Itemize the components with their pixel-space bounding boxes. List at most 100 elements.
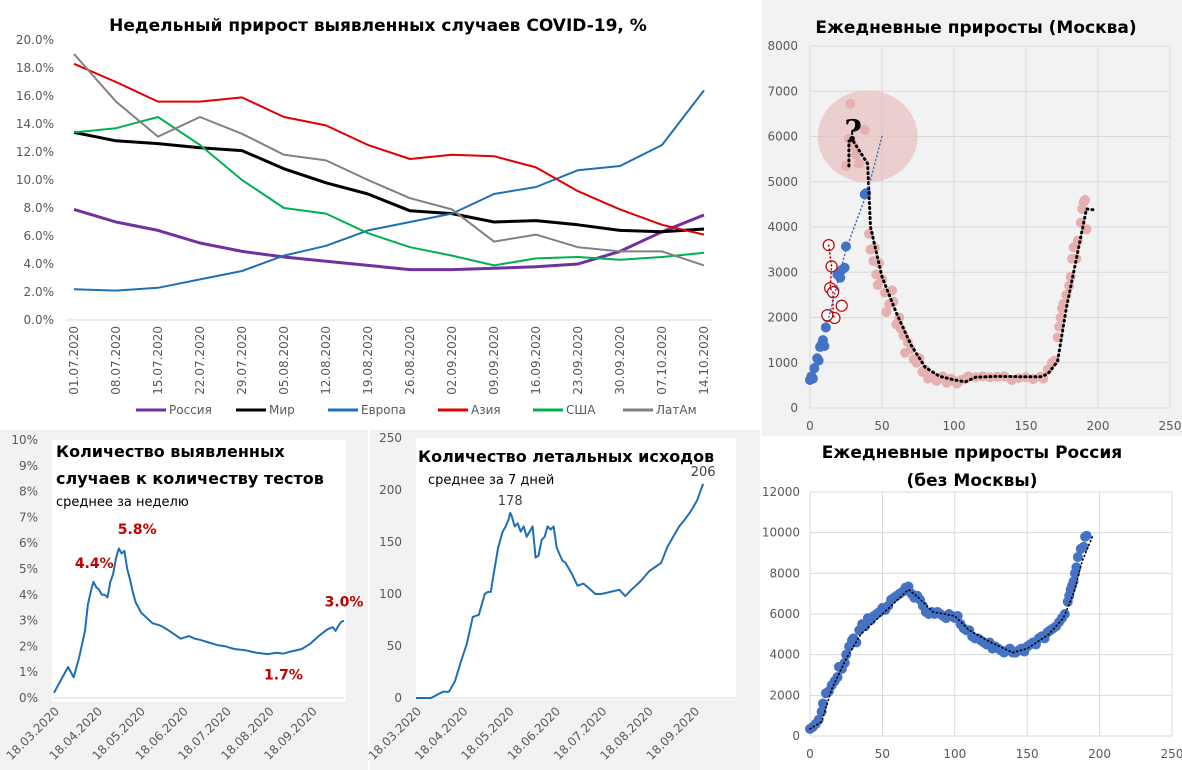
data-point xyxy=(807,373,818,384)
y-tick-label: 4000 xyxy=(767,220,798,234)
y-tick-label: 0 xyxy=(792,729,800,743)
data-point xyxy=(1072,552,1083,563)
data-label: 3.0% xyxy=(325,595,364,611)
y-tick-label: 10% xyxy=(11,433,38,447)
x-tick-label: 0 xyxy=(806,747,814,761)
data-point xyxy=(1059,609,1070,619)
series-line-ЛатАм xyxy=(73,53,705,267)
y-tick-label: 8000 xyxy=(769,566,800,580)
x-tick-label: 14.10.2020 xyxy=(697,326,711,395)
y-tick-label: 0% xyxy=(19,691,38,705)
x-tick-label: 19.08.2020 xyxy=(361,326,375,395)
data-point xyxy=(813,355,824,366)
y-tick-label: 2000 xyxy=(769,688,800,702)
series-line xyxy=(53,547,345,694)
chart-title: Количество летальных исходов xyxy=(418,447,714,466)
data-label: 5.8% xyxy=(118,522,157,538)
x-tick-label: 0 xyxy=(806,419,814,433)
y-tick-label: 4% xyxy=(19,588,38,602)
legend-item: Европа xyxy=(328,403,406,417)
y-tick-label: 10000 xyxy=(762,526,800,540)
x-tick-label: 200 xyxy=(1088,747,1111,761)
y-tick-label: 16.0% xyxy=(16,89,54,103)
data-point xyxy=(841,649,852,660)
russia-daily-chart: Ежедневные приросты Россия (без Москвы) … xyxy=(762,443,1182,761)
plot-area xyxy=(416,438,736,700)
x-tick-label: 05.08.2020 xyxy=(277,326,291,395)
legend-label: Азия xyxy=(471,403,501,417)
x-tick-label: 01.07.2020 xyxy=(67,326,81,395)
y-tick-label: 2.0% xyxy=(24,285,55,299)
x-tick-label: 08.07.2020 xyxy=(109,326,123,395)
y-tick-label: 10.0% xyxy=(16,173,54,187)
data-point xyxy=(820,322,831,333)
x-tick-label: 150 xyxy=(1016,747,1039,761)
y-tick-label: 8.0% xyxy=(24,201,55,215)
question-mark-annotation: ? xyxy=(844,114,862,149)
y-tick-label: 2000 xyxy=(767,311,798,325)
chart-subtitle: среднее за 7 дней xyxy=(428,473,554,488)
y-tick-label: 12000 xyxy=(762,485,800,499)
y-tick-label: 18.0% xyxy=(16,61,54,75)
data-point xyxy=(952,611,963,622)
data-point xyxy=(1075,217,1086,228)
data-point xyxy=(859,124,870,135)
chart-title-line1: Количество выявленных xyxy=(56,442,285,461)
x-tick-label: 15.07.2020 xyxy=(151,326,165,395)
highlight-circle xyxy=(817,90,918,183)
data-label: 4.4% xyxy=(75,556,114,572)
y-tick-label: 50 xyxy=(387,639,402,653)
series-line-Мир xyxy=(73,130,705,234)
chart-title-line1: Ежедневные приросты Россия xyxy=(822,443,1122,463)
data-point xyxy=(839,262,850,273)
legend-label: Европа xyxy=(361,403,406,417)
y-tick-label: 4.0% xyxy=(24,257,55,271)
deaths-chart: Количество летальных исходов среднее за … xyxy=(366,431,736,763)
deaths-chart-panel: Количество летальных исходов среднее за … xyxy=(366,430,760,770)
weekly-growth-chart-panel: Недельный прирост выявленных случаев COV… xyxy=(0,0,760,430)
data-point xyxy=(809,363,820,374)
chart-title-line2: (без Москвы) xyxy=(906,471,1037,491)
chart-title: Ежедневные приросты (Москва) xyxy=(815,18,1136,38)
legend-label: Мир xyxy=(269,403,295,417)
trend-early-line xyxy=(827,135,883,319)
legend-item: ЛатАм xyxy=(623,403,697,417)
data-point xyxy=(841,160,851,171)
data-point xyxy=(819,341,830,352)
data-point xyxy=(1049,355,1060,366)
y-tick-label: 100 xyxy=(379,587,402,601)
y-tick-label: 0 xyxy=(394,691,402,705)
y-tick-label: 6000 xyxy=(767,130,798,144)
y-tick-label: 20.0% xyxy=(16,33,54,47)
legend-item: Мир xyxy=(236,403,295,417)
data-point xyxy=(835,272,846,283)
trend-line xyxy=(809,535,1094,730)
y-tick-label: 4000 xyxy=(769,648,800,662)
x-tick-label: 250 xyxy=(1161,747,1182,761)
series-line-Европа xyxy=(73,89,705,292)
y-tick-label: 0.0% xyxy=(24,313,55,327)
weekly-growth-chart: Недельный прирост выявленных случаев COV… xyxy=(16,16,712,417)
legend-item: США xyxy=(533,403,596,417)
x-tick-label: 02.09.2020 xyxy=(445,326,459,395)
x-tick-label: 09.09.2020 xyxy=(487,326,501,395)
data-label: 178 xyxy=(498,494,523,509)
y-tick-label: 8% xyxy=(19,485,38,499)
x-tick-label: 29.07.2020 xyxy=(235,326,249,395)
legend-item: Россия xyxy=(136,403,212,417)
series-line-Азия xyxy=(73,62,705,236)
moscow-daily-chart: Ежедневные приросты (Москва) 01000200030… xyxy=(767,18,1181,433)
x-tick-label: 07.10.2020 xyxy=(655,326,669,395)
y-tick-label: 250 xyxy=(379,431,402,445)
legend-item: Азия xyxy=(438,403,501,417)
data-point xyxy=(1068,576,1079,587)
y-tick-label: 1000 xyxy=(767,356,798,370)
data-point xyxy=(853,158,864,169)
y-tick-label: 5000 xyxy=(767,175,798,189)
data-point xyxy=(818,698,829,709)
data-point xyxy=(1081,530,1092,541)
y-tick-label: 1% xyxy=(19,665,38,679)
legend-label: ЛатАм xyxy=(656,403,697,417)
data-point xyxy=(1065,271,1076,282)
data-point-open xyxy=(821,309,834,322)
